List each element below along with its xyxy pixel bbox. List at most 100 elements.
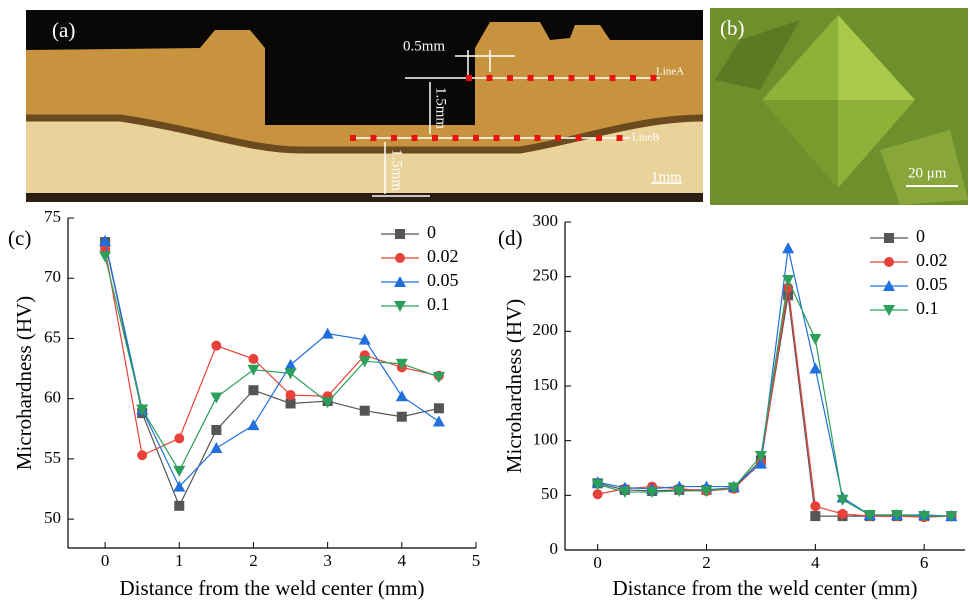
- legend-marker: [395, 229, 405, 239]
- marker: [593, 489, 603, 499]
- x-axis-label: Distance from the weld center (mm): [120, 576, 425, 600]
- legend-label: 0.02: [916, 250, 948, 270]
- indent-marker: [617, 135, 623, 141]
- marker: [809, 334, 821, 345]
- y-tick-label: 0: [550, 539, 559, 558]
- marker: [285, 368, 297, 379]
- y-axis-label: Microhardness (HV): [12, 296, 36, 470]
- legend-label: 0.1: [916, 298, 939, 318]
- y-tick-label: 300: [533, 211, 559, 230]
- marker: [210, 442, 222, 453]
- x-tick-label: 0: [593, 553, 602, 572]
- marker: [838, 509, 848, 519]
- marker: [434, 403, 444, 413]
- legend-marker: [884, 233, 894, 243]
- y-axis-label: Microhardness (HV): [502, 299, 526, 473]
- indent-marker: [391, 135, 397, 141]
- indent-marker: [432, 135, 438, 141]
- indent-marker: [507, 75, 513, 81]
- y-tick-label: 65: [44, 327, 61, 346]
- indent-marker: [494, 135, 500, 141]
- legend-marker: [395, 253, 405, 263]
- photo-edge: [26, 193, 703, 202]
- annotation: LineB: [632, 132, 660, 144]
- x-tick-label: 4: [398, 551, 407, 570]
- indent-marker: [514, 135, 520, 141]
- marker: [322, 328, 334, 339]
- legend-label: 0: [916, 226, 925, 246]
- x-tick-label: 2: [249, 551, 258, 570]
- indent-marker: [589, 75, 595, 81]
- y-tick-label: 50: [541, 484, 558, 503]
- annotation: LineA: [656, 66, 684, 78]
- indent-marker: [576, 135, 582, 141]
- scale-label: 1mm: [651, 169, 682, 185]
- indent-marker: [630, 75, 636, 81]
- legend-label: 0: [427, 222, 436, 242]
- marker: [285, 359, 297, 370]
- marker: [782, 242, 794, 253]
- indent-marker: [610, 75, 616, 81]
- y-tick-label: 75: [44, 207, 61, 226]
- y-tick-label: 70: [44, 267, 61, 286]
- x-tick-label: 3: [323, 551, 332, 570]
- annotation: 1.5mm: [433, 87, 449, 129]
- y-tick-label: 250: [533, 266, 559, 285]
- y-tick-label: 200: [533, 320, 559, 339]
- indent-marker: [473, 135, 479, 141]
- indent-marker: [350, 135, 356, 141]
- x-tick-label: 1: [175, 551, 184, 570]
- annotation: 0.5mm: [403, 38, 445, 54]
- marker: [211, 341, 221, 351]
- panel-a: (a) 0.5mm 1.5mm 1.5mm LineA LineB 1mm: [26, 10, 703, 202]
- indent-marker: [528, 75, 534, 81]
- marker: [137, 450, 147, 460]
- indent-marker: [453, 135, 459, 141]
- x-tick-label: 2: [702, 553, 711, 572]
- marker: [211, 425, 221, 435]
- series-line: [105, 249, 439, 455]
- indent-marker: [596, 135, 602, 141]
- indent-marker: [412, 135, 418, 141]
- indent-marker: [487, 75, 493, 81]
- marker: [397, 412, 407, 422]
- marker: [433, 416, 445, 427]
- panel-label: (b): [720, 16, 745, 40]
- marker: [173, 466, 185, 477]
- legend-label: 0.05: [916, 274, 948, 294]
- series-line: [598, 280, 952, 516]
- indent-marker: [548, 75, 554, 81]
- marker: [247, 419, 259, 430]
- panel-label: (d): [498, 226, 523, 250]
- marker: [396, 390, 408, 401]
- x-axis-label: Distance from the weld center (mm): [613, 576, 918, 600]
- marker: [286, 390, 296, 400]
- scale-label: 20 μm: [908, 165, 947, 181]
- marker: [210, 392, 222, 403]
- marker: [248, 385, 258, 395]
- legend-label: 0.05: [427, 270, 459, 290]
- legend-label: 0.02: [427, 246, 459, 266]
- marker: [248, 354, 258, 364]
- y-tick-label: 50: [44, 508, 61, 527]
- marker: [360, 406, 370, 416]
- x-tick-label: 4: [811, 553, 820, 572]
- marker: [810, 501, 820, 511]
- x-tick-label: 5: [472, 551, 481, 570]
- panel-b: (b) 20 μm: [710, 8, 968, 205]
- y-tick-label: 55: [44, 448, 61, 467]
- y-tick-label: 150: [533, 375, 559, 394]
- indent-marker: [466, 75, 472, 81]
- indent-marker: [371, 135, 377, 141]
- marker: [174, 501, 184, 511]
- marker: [174, 433, 184, 443]
- marker: [810, 511, 820, 521]
- y-tick-label: 60: [44, 388, 61, 407]
- panel-label: (c): [8, 226, 31, 250]
- figure: (a) 0.5mm 1.5mm 1.5mm LineA LineB 1mm (b…: [0, 0, 970, 605]
- legend-marker: [884, 257, 894, 267]
- indent-marker: [535, 135, 541, 141]
- legend-label: 0.1: [427, 294, 450, 314]
- series-line: [598, 248, 952, 516]
- x-tick-label: 0: [101, 551, 110, 570]
